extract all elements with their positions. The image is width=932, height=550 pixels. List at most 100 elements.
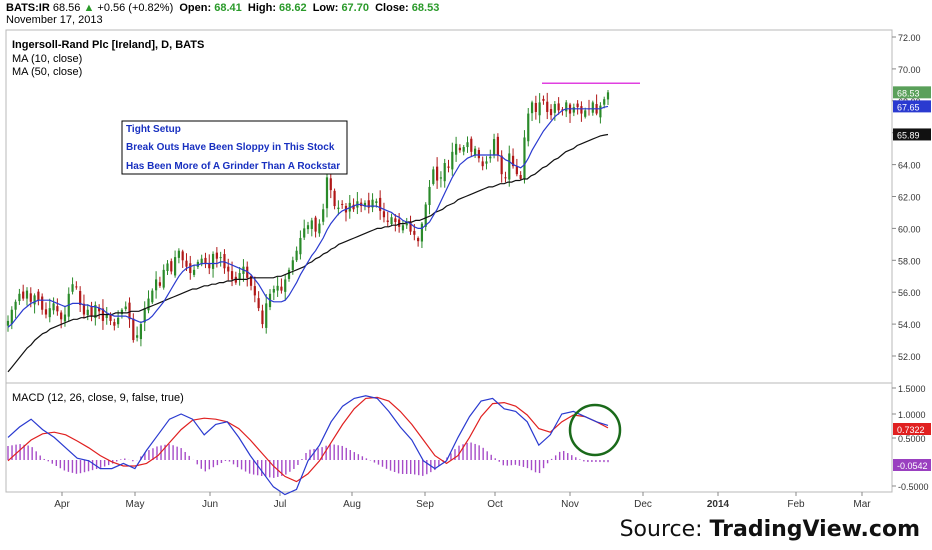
candle-body (14, 301, 17, 310)
source-name: TradingView.com (709, 517, 920, 542)
chart-frame (5, 29, 893, 493)
ma50-value-label-bg (893, 128, 931, 141)
low-label: Low: (312, 2, 339, 14)
candle-body (519, 174, 522, 179)
candle-body (534, 102, 537, 112)
candle-body (523, 137, 526, 180)
candle-body (253, 286, 256, 296)
candle-body (90, 307, 93, 317)
candle-body (22, 291, 25, 299)
symbol: BATS:IR (6, 2, 50, 14)
low-value: 67.70 (341, 2, 369, 14)
candle-body (367, 200, 370, 208)
candle-body (424, 204, 427, 227)
candle-body (124, 306, 127, 310)
candle-body (432, 169, 435, 184)
candle-body (530, 102, 534, 114)
candle-body (394, 218, 397, 223)
x-tick-label: Mar (853, 499, 871, 510)
candle-body (25, 290, 29, 299)
ma50-value-label: 65.89 (897, 130, 920, 140)
candle-body (291, 260, 294, 270)
candle-body (553, 103, 556, 113)
price-tick-label: 64.00 (898, 161, 921, 171)
candle-body (462, 147, 465, 152)
candle-body (428, 186, 431, 206)
candle-body (200, 258, 203, 265)
candle-body (192, 269, 196, 275)
candle-body (542, 98, 545, 101)
candle-body (481, 161, 484, 167)
up-arrow-icon: ▲ (83, 2, 95, 14)
candle-body (44, 309, 48, 315)
price-tick-label: 56.00 (898, 288, 921, 298)
price-tick-label: 70.00 (898, 65, 921, 75)
last-price-label-bg (893, 86, 931, 99)
candle-body (455, 143, 458, 155)
candle-body (496, 136, 499, 156)
candle-body (6, 320, 10, 326)
candle-body (109, 314, 112, 321)
annotation-line-2: Break Outs Have Been Sloppy in This Stoc… (126, 142, 335, 153)
candle-body (41, 296, 44, 310)
candle-body (166, 263, 169, 272)
price-tick-label: 72.00 (898, 33, 921, 43)
candle-body (515, 166, 518, 175)
candle-body (128, 302, 131, 320)
candle-body (599, 105, 602, 118)
price-tick-label: 54.00 (898, 320, 921, 330)
candle-body (451, 151, 454, 170)
candle-body (204, 257, 207, 264)
candle-body (420, 223, 424, 242)
candle-body (211, 253, 215, 269)
candle-body (527, 113, 530, 142)
chart-date: November 17, 2013 (6, 14, 103, 26)
candle-body (230, 271, 234, 280)
candle-body (37, 291, 40, 301)
candle-body (120, 309, 124, 315)
candle-body (143, 308, 146, 323)
candle-body (295, 250, 298, 261)
candle-body (325, 177, 329, 209)
candle-body (185, 260, 188, 267)
candle-body (155, 279, 158, 291)
x-tick-label: Sep (416, 499, 434, 510)
candle-body (572, 107, 575, 113)
macd-line (7, 395, 609, 496)
candle-body (177, 250, 180, 258)
candle-body (181, 251, 184, 261)
price-tick-label: 52.00 (898, 352, 921, 362)
annotation-line-1: Tight Setup (126, 124, 181, 135)
price-tick-label: 58.00 (898, 256, 921, 266)
candle-body (606, 92, 610, 100)
candle-body (261, 310, 264, 325)
x-tick-label: Feb (787, 499, 805, 510)
x-tick-label: Nov (561, 499, 579, 510)
candle-body (10, 309, 13, 324)
candle-body (147, 298, 150, 311)
candle-body (386, 220, 389, 223)
candle-body (337, 207, 340, 209)
candle-body (549, 109, 553, 116)
candle-body (227, 266, 230, 272)
candle-body (303, 228, 306, 238)
candle-body (580, 106, 583, 114)
last-price: 68.56 (52, 2, 81, 14)
candle-body (382, 211, 386, 218)
ma50-legend: MA (50, close) (12, 66, 82, 78)
candle-body (310, 220, 313, 229)
candle-body (257, 298, 260, 309)
candle-body (98, 307, 101, 312)
close-label: Close: (375, 2, 409, 14)
candle-body (379, 197, 382, 211)
price-tick-label: 62.00 (898, 193, 921, 203)
annotation-box: Tight Setup Break Outs Have Been Sloppy … (121, 120, 348, 175)
candle-body (56, 306, 59, 312)
ma50-line (7, 133, 609, 373)
candle-body (151, 290, 154, 303)
macd-signal-value-label-bg (893, 423, 931, 435)
candle-body (576, 103, 579, 108)
x-tick-label: Jun (202, 499, 218, 510)
macd-tick-label: 0.5000 (898, 434, 926, 444)
